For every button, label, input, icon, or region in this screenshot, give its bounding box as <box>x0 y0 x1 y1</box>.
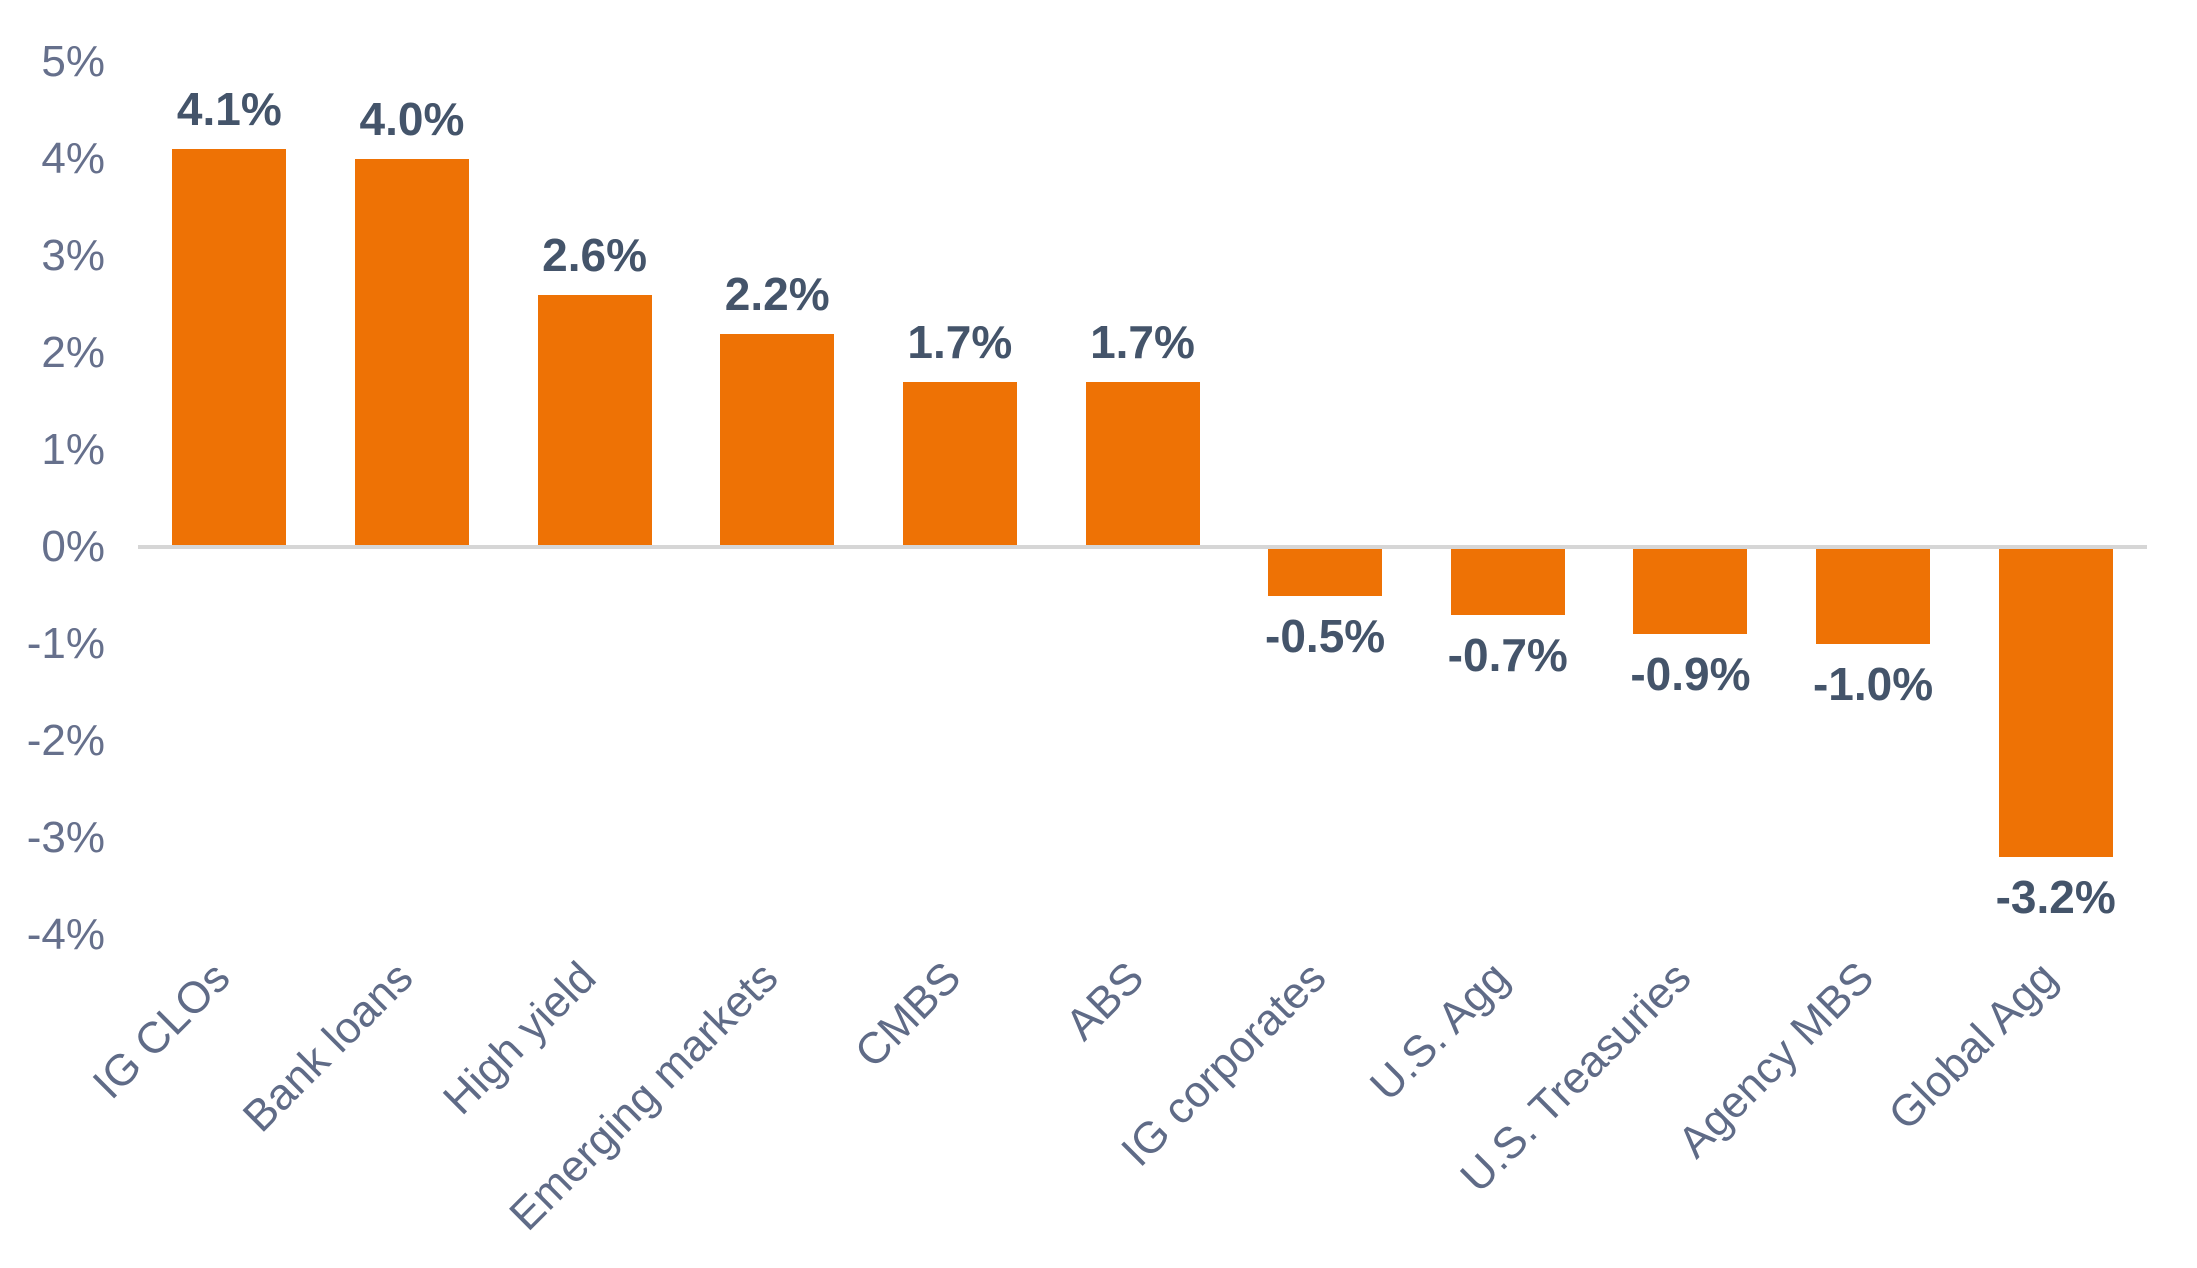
y-tick-label: -3% <box>26 813 105 862</box>
y-tick-label: 3% <box>41 231 105 280</box>
bar-value-label: -0.5% <box>1265 609 1386 662</box>
y-tick-label: 4% <box>41 134 105 183</box>
bar-value-label: -0.7% <box>1447 628 1568 681</box>
zero-baseline <box>138 545 2147 549</box>
bar-value-label: 1.7% <box>907 316 1013 369</box>
bar <box>1268 549 1383 596</box>
bar-value-label: -1.0% <box>1812 658 1934 710</box>
bar-value-label: 4.0% <box>359 93 465 145</box>
bar-value-label: -0.9% <box>1630 648 1751 701</box>
y-tick-label: 5% <box>41 37 105 86</box>
y-tick-label: -2% <box>26 716 105 765</box>
bar-value-label: -3.2% <box>1995 871 2116 924</box>
bar <box>1085 382 1200 545</box>
bar <box>720 333 835 545</box>
bar <box>1816 549 1931 644</box>
bar <box>1998 549 2113 858</box>
y-tick-label: -4% <box>26 910 105 959</box>
bar <box>537 294 652 545</box>
y-tick-label: 1% <box>41 425 105 474</box>
bar-value-label: 2.2% <box>724 267 830 320</box>
bar <box>902 382 1017 545</box>
bar-value-label: 2.6% <box>542 228 647 281</box>
bar <box>172 149 287 545</box>
bar-value-label: 1.7% <box>1090 316 1195 369</box>
y-tick-label: -1% <box>26 619 105 668</box>
bar <box>1450 549 1565 615</box>
bar <box>1633 549 1748 635</box>
bar-value-label: 4.1% <box>176 83 282 136</box>
y-tick-label: 0% <box>41 522 105 571</box>
y-tick-label: 2% <box>41 328 105 377</box>
bar <box>354 159 469 545</box>
